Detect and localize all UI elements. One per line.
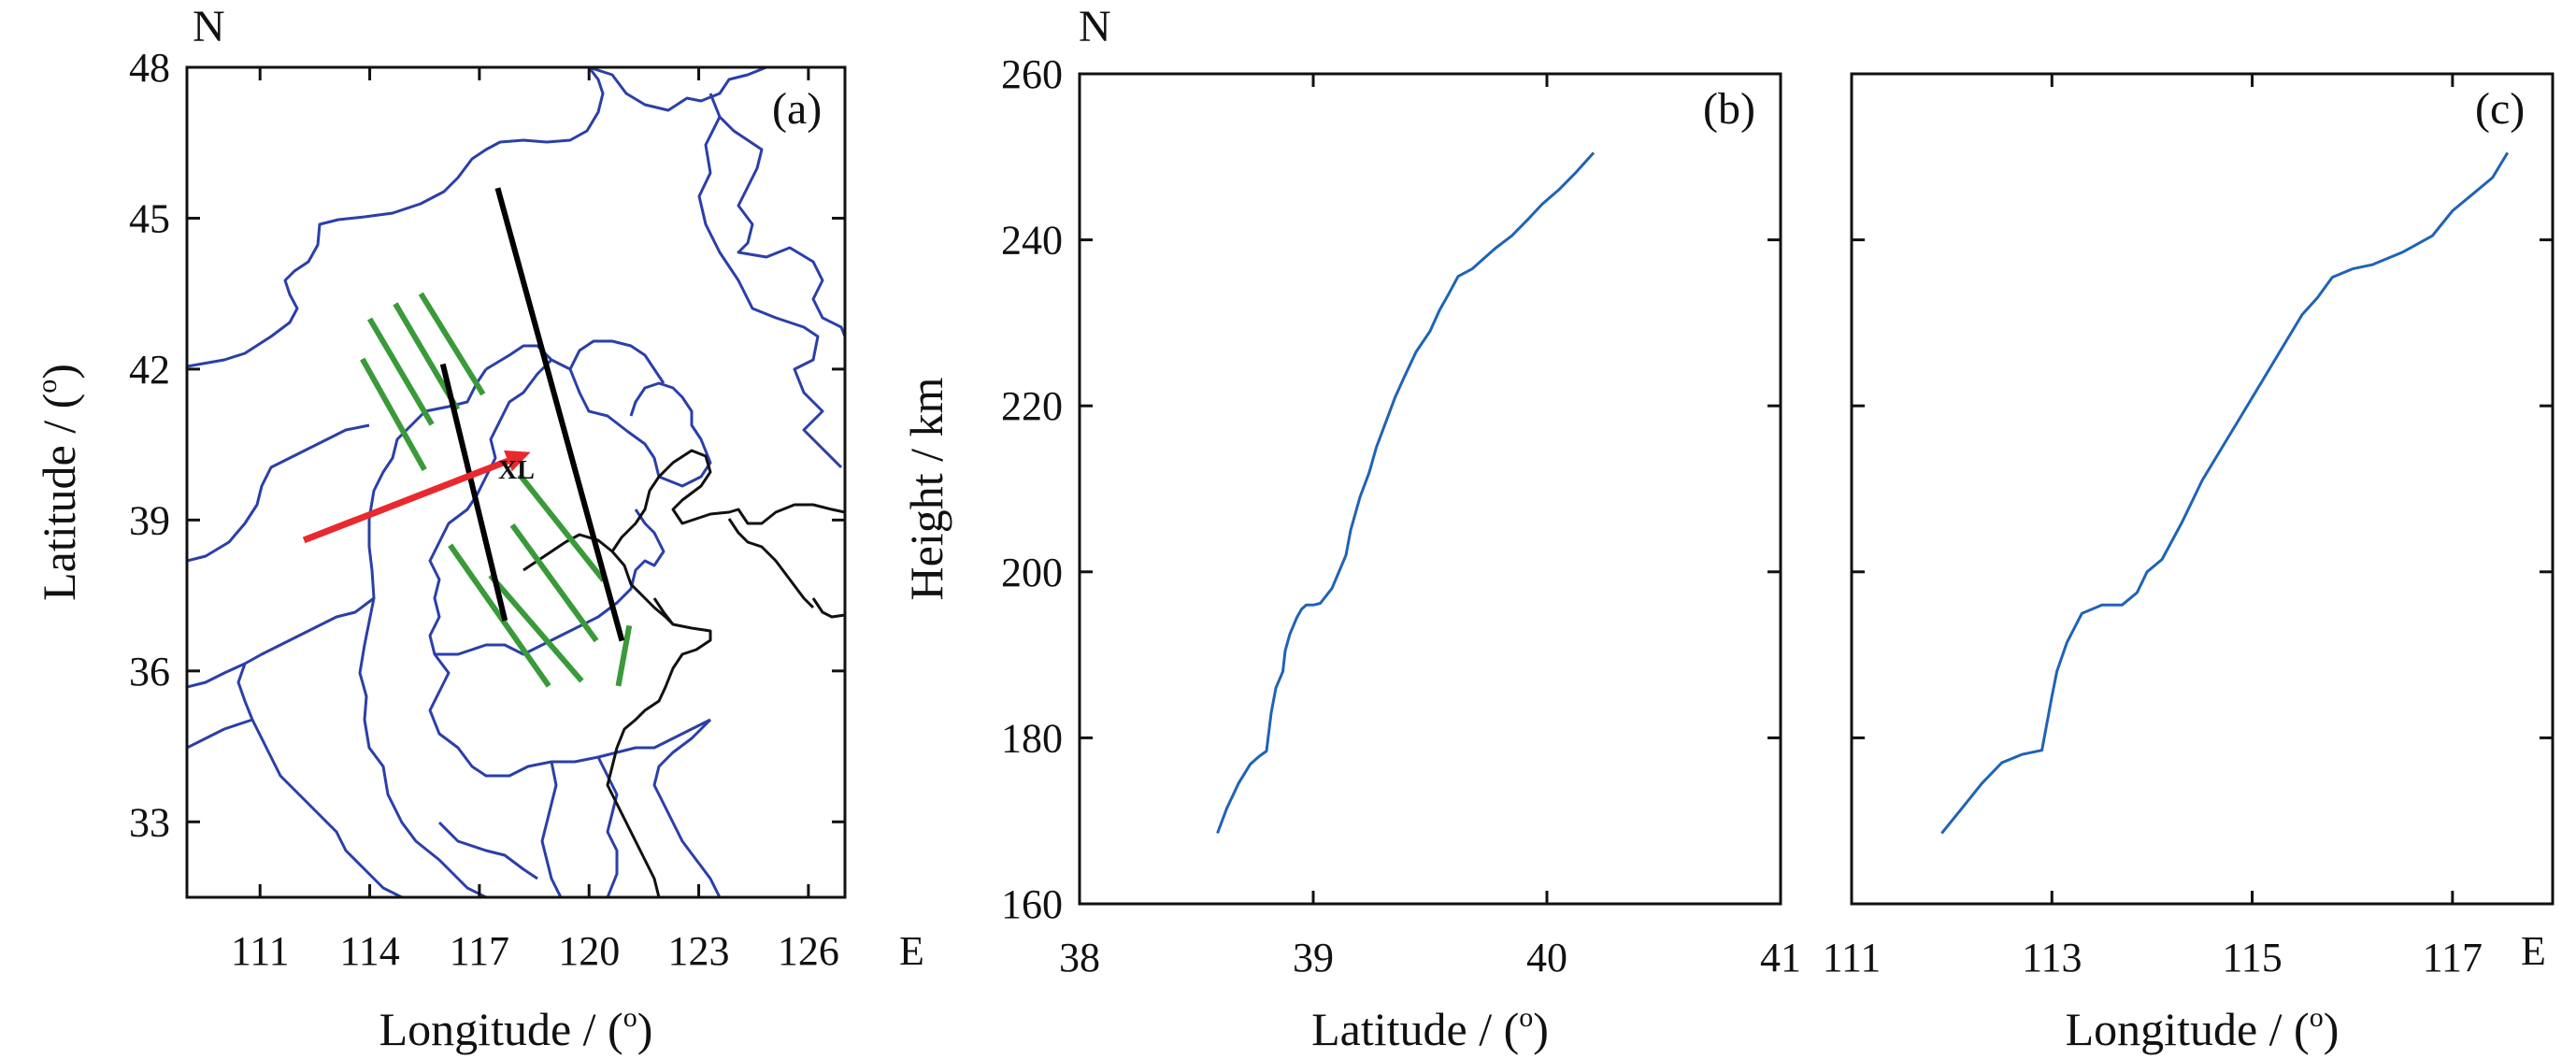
panel-a-label: (a)	[772, 84, 822, 134]
panel-c-chart: 111 113 115 117 (c) E Longitude / (o)	[1823, 72, 2555, 1055]
y-tick-label: 240	[1001, 218, 1063, 264]
panel-a-frame	[185, 65, 847, 899]
x-tick-label: 115	[2222, 935, 2282, 980]
series-line	[1216, 151, 1596, 835]
x-tick-label: 117	[450, 928, 509, 974]
y-tick-label: 45	[129, 195, 170, 241]
wavefront-line	[366, 317, 435, 426]
x-axis-label: Longitude / (o)	[2066, 1002, 2340, 1055]
track-lines	[439, 187, 625, 642]
wavefront-line	[488, 573, 584, 683]
panel-a-map: 111 114 117 120 123 126 33 36 39 42 45 48 N (a) XL…	[32, 2, 924, 1055]
x-axis-label: Longitude / (o)	[379, 1002, 653, 1055]
wavefront-line	[360, 357, 427, 472]
wavefront-line	[517, 473, 607, 582]
x-ticks: 111 113 115 117	[1823, 74, 2483, 980]
y-tick-label: 36	[129, 649, 170, 694]
y-tick-label: 160	[1001, 881, 1063, 927]
map-area	[187, 67, 845, 897]
x-end-label: E	[2521, 928, 2546, 974]
y-tick-label: 48	[129, 45, 170, 91]
series-polyline	[1940, 151, 2510, 835]
wavefront-line	[615, 624, 633, 687]
station-label: XL	[498, 456, 535, 485]
x-tick-label: 40	[1526, 935, 1567, 980]
coastline	[522, 449, 845, 897]
y-tick-label: 220	[1001, 383, 1063, 429]
track-line	[439, 363, 508, 622]
x-tick-label: 120	[558, 928, 620, 974]
track-line	[494, 187, 625, 642]
x-tick-label: 39	[1293, 935, 1334, 980]
x-tick-label: 38	[1059, 935, 1100, 980]
panel-a-north-label: N	[193, 2, 225, 51]
y-tick-label: 42	[129, 347, 170, 393]
x-tick-label: 123	[668, 928, 730, 974]
panel-b-label: (b)	[1703, 84, 1755, 134]
panel-c-frame	[1850, 72, 2555, 906]
x-axis-label: Latitude / (o)	[1311, 1002, 1549, 1055]
y-ticks	[1852, 72, 2553, 906]
x-ticks: 38 39 40 41	[1059, 74, 1801, 980]
y-tick-label: 39	[129, 497, 170, 543]
series-polyline	[1216, 151, 1596, 835]
arrow-shaft	[302, 457, 509, 544]
x-tick-label: 126	[778, 928, 839, 974]
series-line	[1940, 151, 2510, 835]
province-boundaries	[187, 67, 845, 897]
y-tick-label: 33	[129, 799, 170, 845]
x-tick-label: 117	[2423, 935, 2483, 980]
y-axis-label: Latitude / (o)	[32, 364, 85, 601]
panel-b-chart: 38 39 40 41 160 180 200 220 240 260 N (b) Latitu…	[900, 2, 1801, 1055]
x-tick-label: 114	[339, 928, 399, 974]
y-tick-label: 200	[1001, 550, 1063, 595]
panel-b-frame	[1078, 72, 1782, 906]
x-tick-label: 111	[1823, 935, 1882, 980]
propagation-arrow	[302, 450, 531, 544]
y-ticks: 33 36 39 42 45 48	[129, 45, 845, 845]
x-end-label: E	[899, 928, 924, 974]
x-tick-label: 41	[1760, 935, 1801, 980]
panel-c-label: (c)	[2475, 84, 2525, 134]
wavefront-line	[418, 292, 486, 396]
wavefront-lines	[360, 292, 633, 688]
wavefront-line	[448, 543, 551, 688]
arrow-head	[504, 450, 531, 472]
panel-b-north-label: N	[1079, 2, 1111, 51]
wavefront-line	[509, 522, 599, 643]
x-ticks: 111 114 117 120 123 126	[231, 67, 839, 974]
y-tick-label: 260	[1001, 51, 1063, 97]
x-tick-label: 111	[231, 928, 290, 974]
y-axis-label: Height / km	[900, 377, 952, 600]
x-tick-label: 113	[2022, 935, 2082, 980]
y-tick-label: 180	[1001, 715, 1063, 761]
y-ticks: 160 180 200 220 240 260	[1001, 51, 1781, 927]
